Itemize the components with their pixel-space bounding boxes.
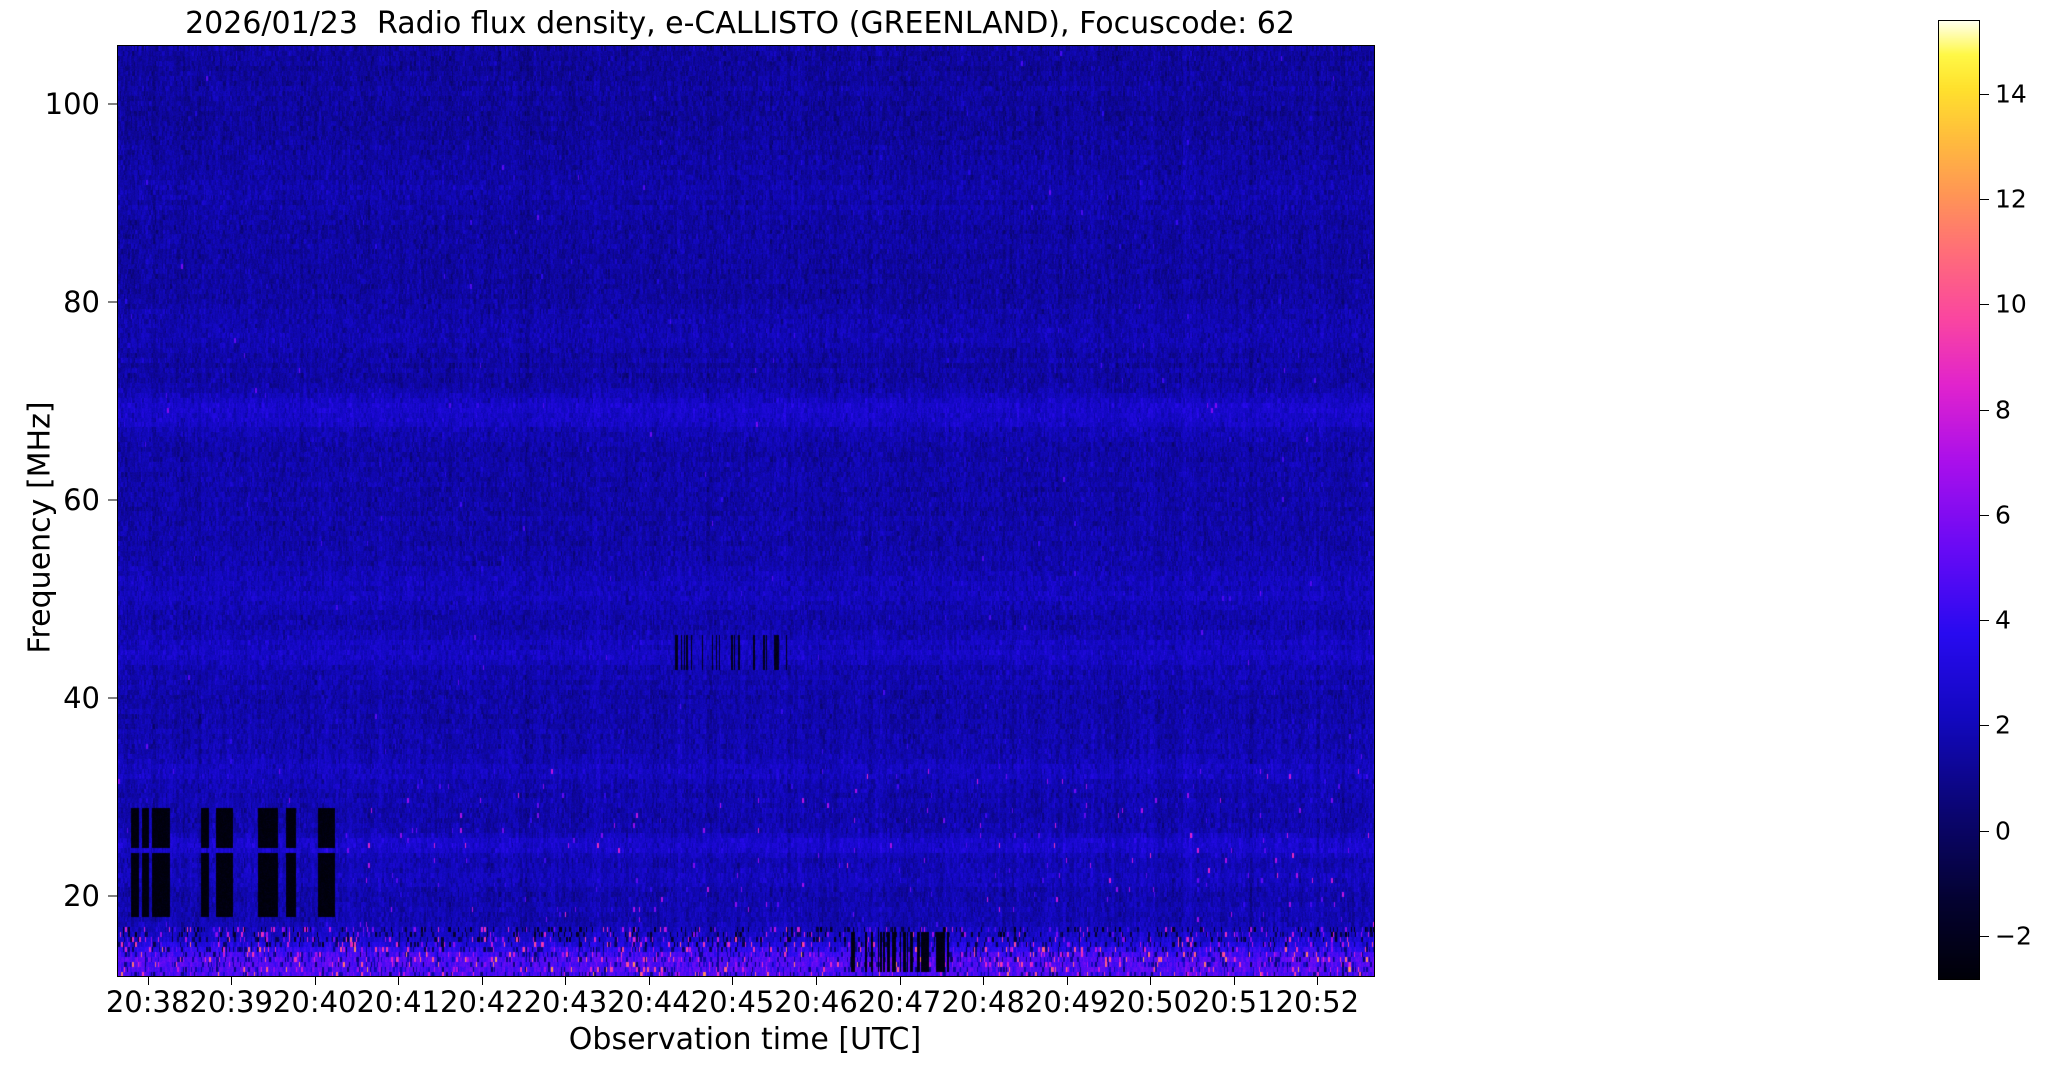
y-axis-tick-label: 40	[63, 680, 100, 715]
x-axis-label: Observation time [UTC]	[568, 1022, 922, 1057]
x-axis-tick-label: 20:48	[941, 985, 1025, 1019]
x-axis-tick-mark	[314, 976, 316, 985]
y-axis-tick-labels: 100 80 60 40 20	[0, 0, 100, 1067]
colorbar-tick-label: 14	[1995, 79, 2027, 109]
x-axis-tick-mark	[1150, 976, 1152, 985]
page-title: 2026/01/23 Radio flux density, e-CALLIST…	[185, 6, 1295, 41]
y-axis-tick-mark	[108, 499, 117, 501]
colorbar-tick-label: 12	[1995, 184, 2027, 214]
x-axis-tick-mark	[147, 976, 149, 985]
y-axis-tick-mark	[108, 697, 117, 699]
y-axis-tick-label: 80	[63, 285, 100, 320]
y-axis-label: Frequency [MHz]	[22, 401, 58, 654]
colorbar-tick-mark	[1980, 198, 1989, 200]
x-axis-tick-mark	[481, 976, 483, 985]
x-axis-tick-mark	[732, 976, 734, 985]
y-axis-tick-label: 20	[63, 878, 100, 913]
colorbar-tick-mark	[1980, 935, 1989, 937]
y-axis-tick-label: 60	[63, 483, 100, 518]
x-axis-tick-label: 20:50	[1108, 985, 1192, 1019]
x-axis-tick-mark	[1066, 976, 1068, 985]
x-axis-tick-mark	[983, 976, 985, 985]
y-axis-tick-label: 100	[44, 87, 100, 122]
x-axis-tick-label: 20:52	[1275, 985, 1360, 1019]
colorbar-label: dB above background	[2062, 353, 2066, 682]
colorbar-tick-label: 10	[1995, 289, 2027, 319]
x-axis-tick-label: 20:43	[523, 985, 608, 1019]
colorbar-tick-mark	[1980, 514, 1989, 516]
colorbar-tick-mark	[1980, 620, 1989, 622]
colorbar-tick-label: 8	[1995, 395, 2011, 425]
colorbar-tick-mark	[1980, 93, 1989, 95]
x-axis-tick-mark	[565, 976, 567, 985]
x-axis-tick-label: 20:38	[105, 985, 190, 1019]
colorbar-tick-mark	[1980, 725, 1989, 727]
x-axis-tick-label: 20:49	[1024, 985, 1109, 1019]
spectrogram-axes	[117, 45, 1375, 977]
colorbar-tick-label: 0	[1995, 816, 2011, 846]
colorbar-tick-label: 2	[1995, 710, 2011, 740]
x-axis-tick-mark	[1317, 976, 1319, 985]
y-axis-tick-mark	[108, 301, 117, 303]
colorbar-tick-label: 6	[1995, 500, 2011, 530]
x-axis-tick-mark	[398, 976, 400, 985]
colorbar-tick-mark	[1980, 409, 1989, 411]
x-axis-tick-mark	[648, 976, 650, 985]
spectrogram-image	[118, 46, 1374, 976]
colorbar-tick-label: −2	[1995, 921, 2032, 951]
colorbar-tick-mark	[1980, 304, 1989, 306]
colorbar-tick-label: 4	[1995, 605, 2011, 635]
x-axis-tick-mark	[899, 976, 901, 985]
y-axis-tick-mark	[108, 895, 117, 897]
x-axis-tick-label: 20:41	[356, 985, 441, 1019]
x-axis-tick-label: 20:39	[189, 985, 273, 1019]
colorbar-tick-mark	[1980, 830, 1989, 832]
x-axis-tick-label: 20:47	[857, 985, 942, 1019]
x-axis-tick-mark	[231, 976, 233, 985]
x-axis-tick-label: 20:45	[690, 985, 775, 1019]
colorbar	[1938, 20, 1980, 980]
x-axis-tick-label: 20:46	[774, 985, 858, 1019]
x-axis-tick-label: 20:51	[1191, 985, 1276, 1019]
y-axis-tick-mark	[108, 103, 117, 105]
colorbar-gradient	[1939, 21, 1979, 979]
x-axis-tick-label: 20:42	[440, 985, 524, 1019]
x-axis-tick-label: 20:40	[272, 985, 357, 1019]
x-axis-tick-mark	[816, 976, 817, 985]
x-axis-tick-mark	[1233, 976, 1235, 985]
x-axis-tick-label: 20:44	[607, 985, 691, 1019]
